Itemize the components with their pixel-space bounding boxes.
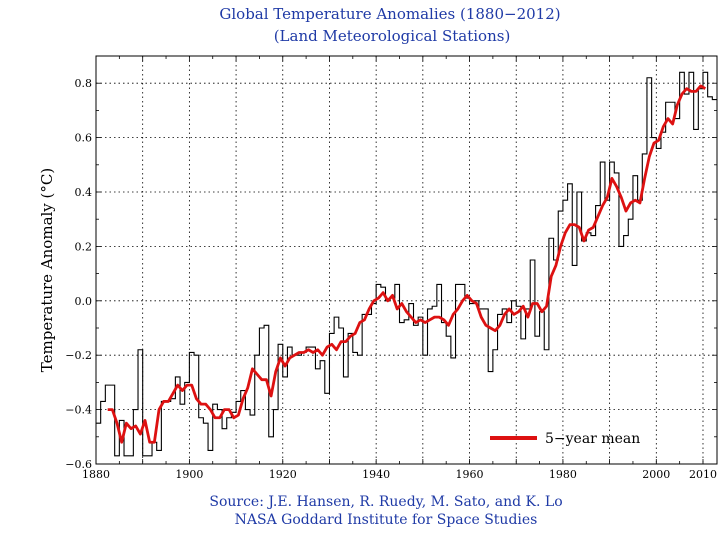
y-axis-label: Temperature Anomaly (°C) (38, 168, 56, 372)
x-tick-label: 1920 (269, 468, 297, 481)
y-tick-label: 0.6 (75, 132, 93, 145)
y-tick-label: −0.2 (65, 349, 92, 362)
y-tick-label: 0.0 (75, 295, 93, 308)
annual-mean-series (96, 71, 717, 457)
grid-lines (96, 56, 717, 465)
x-axis-tick-labels: 1880 1900 1920 1940 1960 1980 2000 2010 (82, 468, 717, 481)
legend-label: 5−year mean (545, 431, 640, 447)
x-tick-label: 2000 (642, 468, 670, 481)
x-tick-label: 1980 (549, 468, 577, 481)
x-tick-label: 1900 (175, 468, 203, 481)
five-year-mean-series (107, 84, 707, 444)
y-tick-label: −0.6 (65, 458, 92, 471)
y-axis-tick-labels: −0.6 −0.4 −0.2 0.0 0.2 0.4 0.6 0.8 (65, 77, 92, 471)
x-tick-label: 2010 (689, 468, 717, 481)
chart-title: Global Temperature Anomalies (1880−2012) (219, 5, 560, 23)
y-tick-label: 0.4 (75, 186, 93, 199)
x-tick-label: 1940 (362, 468, 390, 481)
legend: 5−year mean (490, 431, 640, 447)
plot-frame (95, 55, 718, 465)
source-credit: Source: J.E. Hansen, R. Ruedy, M. Sato, … (209, 494, 562, 510)
y-tick-label: 0.2 (75, 240, 93, 253)
source-institution: NASA Goddard Institute for Space Studies (235, 512, 538, 528)
chart-subtitle: (Land Meteorological Stations) (274, 27, 511, 45)
x-tick-label: 1880 (82, 468, 110, 481)
y-tick-label: −0.4 (65, 404, 92, 417)
x-tick-label: 1960 (456, 468, 484, 481)
y-tick-label: 0.8 (75, 77, 93, 90)
